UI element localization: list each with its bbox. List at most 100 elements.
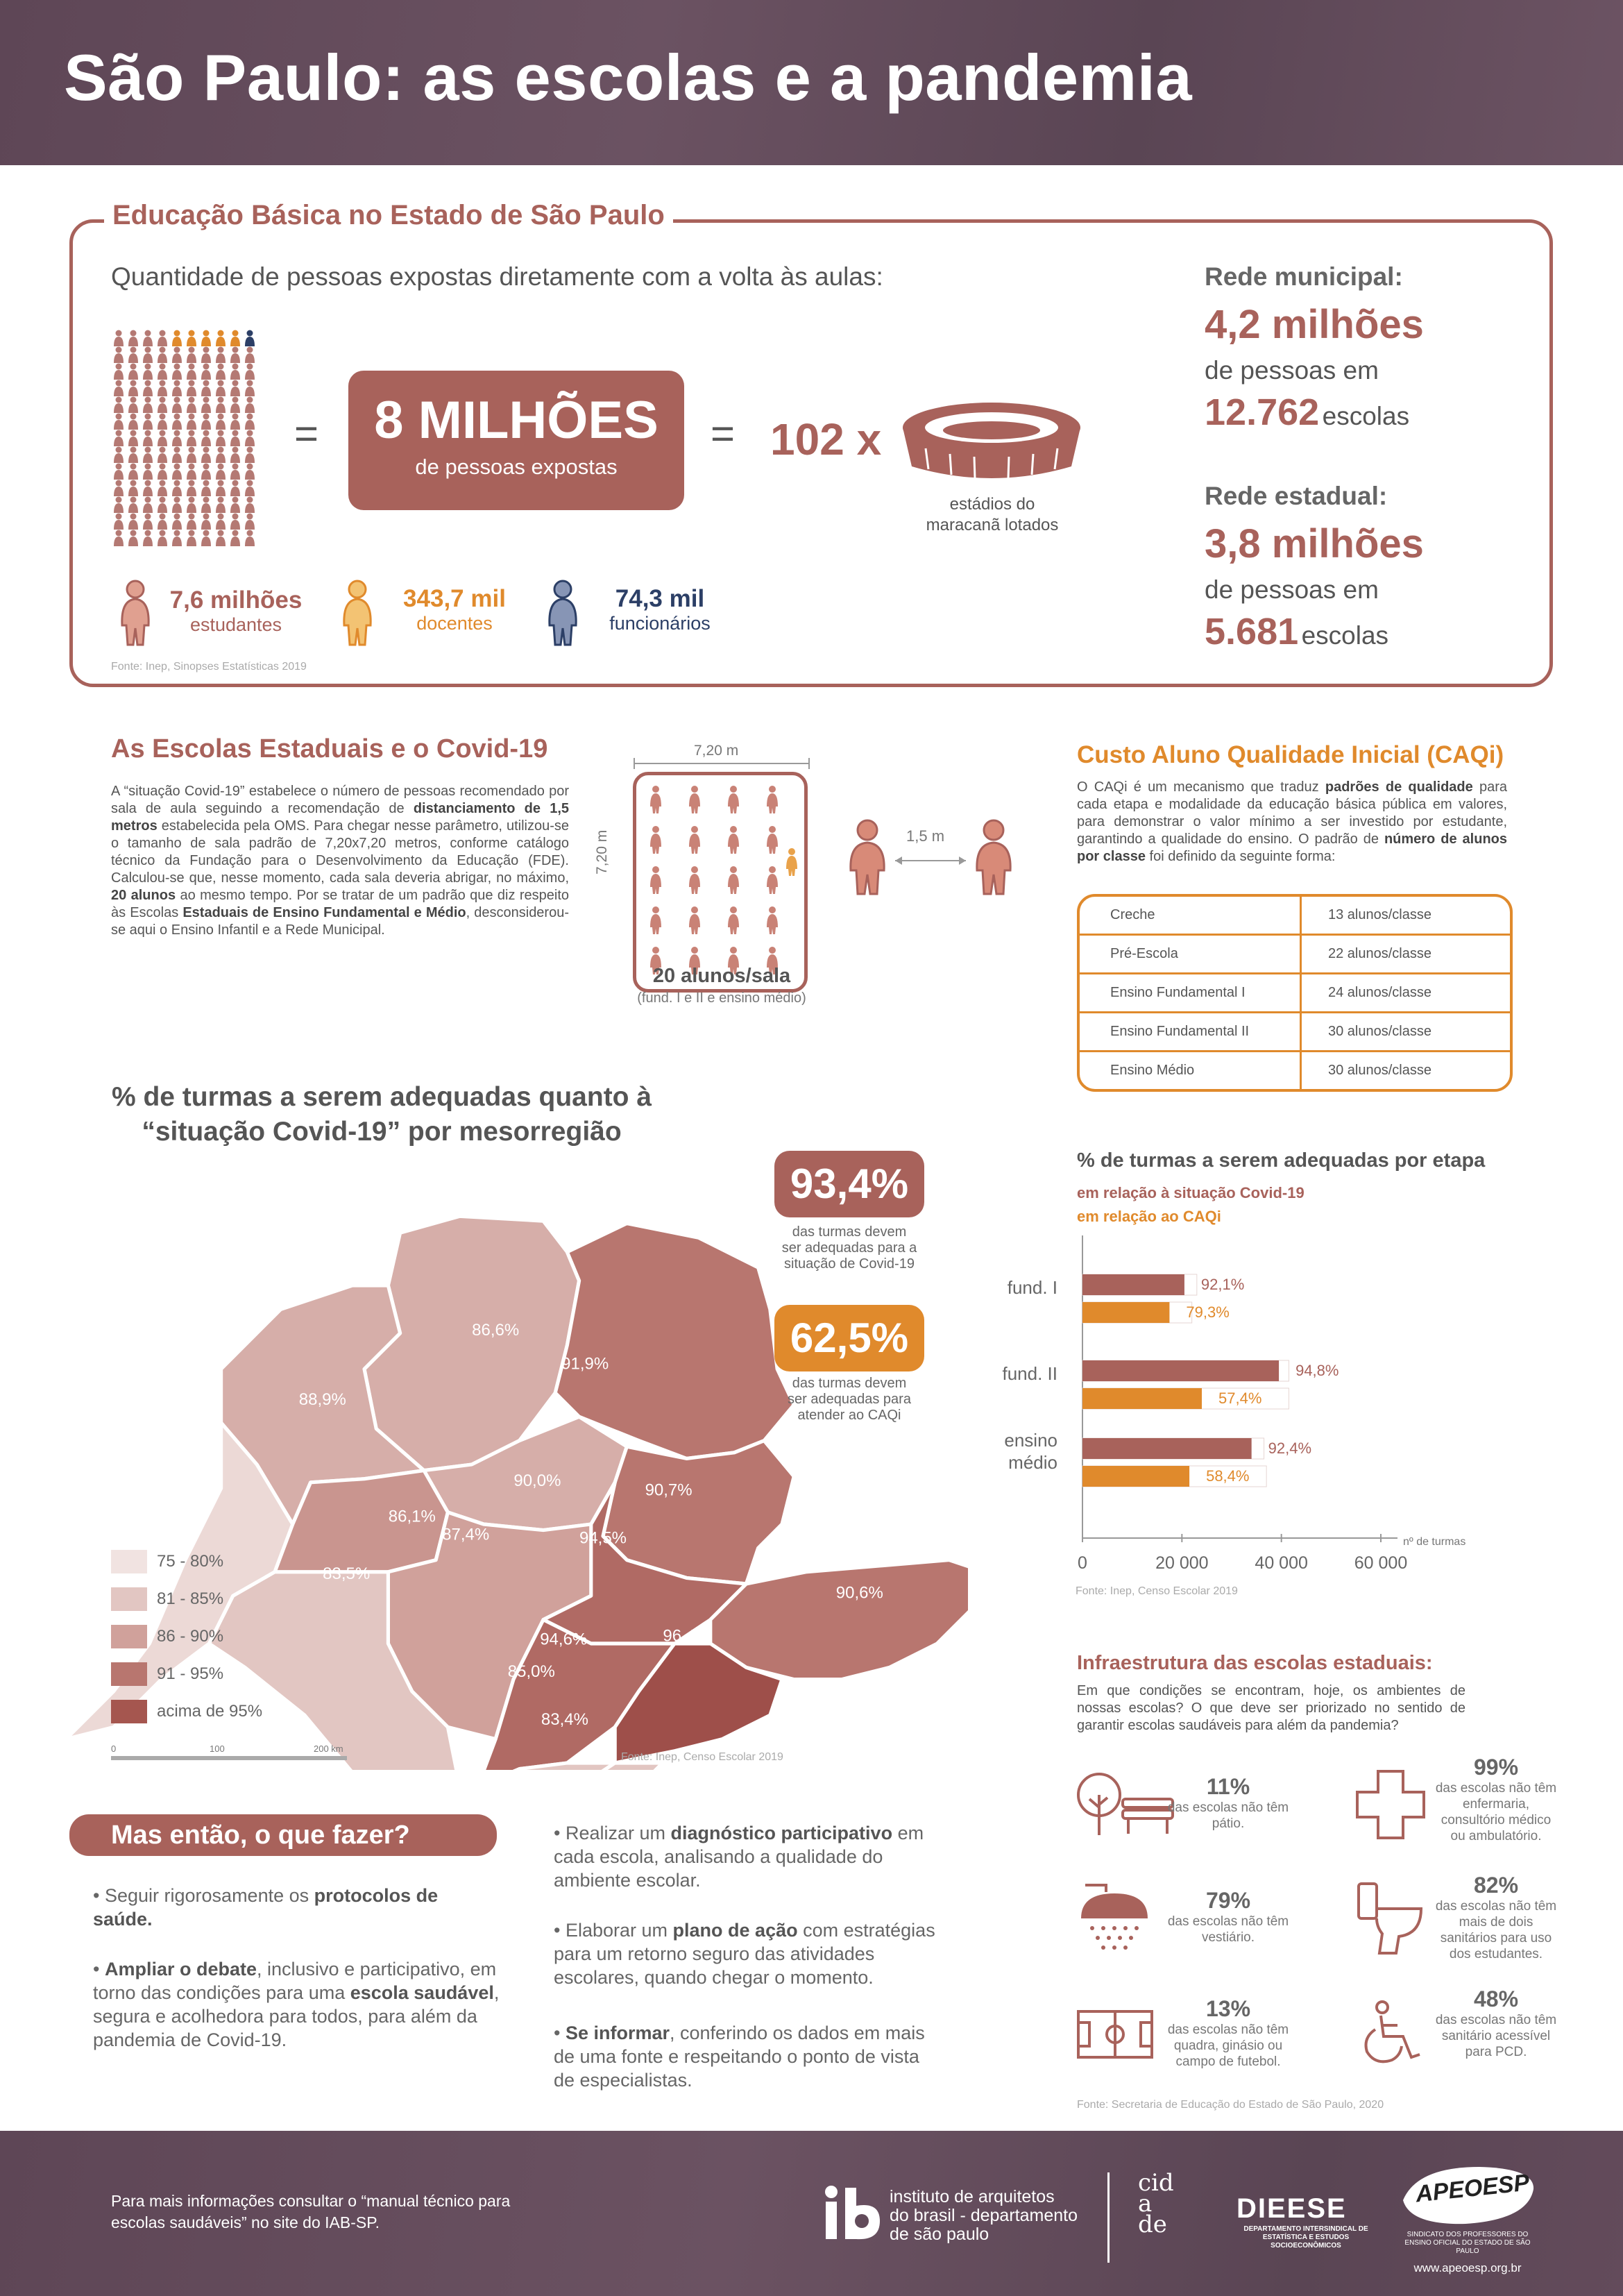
- person-icon: [143, 380, 153, 396]
- covid-stat-text-2: ser adequadas para a: [781, 1240, 917, 1256]
- infra-text-3: das escolas não têm vestiário.: [1167, 1914, 1289, 1945]
- caqi-p1-bold: padrões de qualidade: [1325, 779, 1473, 795]
- map-legend: 75 - 80% 81 - 85% 86 - 90% 91 - 95% acim…: [111, 1543, 262, 1730]
- covid-p4: , desconsiderou-se aqui o Ensino Infanti…: [111, 905, 569, 938]
- footer-banner: [0, 2131, 1623, 2296]
- student-icon: [767, 906, 778, 934]
- person-icon: [201, 463, 211, 480]
- person-icon: [216, 513, 226, 530]
- person-icon: [187, 413, 196, 430]
- covid-p1-bold: distanciamento de 1,5 metros: [111, 801, 569, 834]
- student-icon: [767, 866, 778, 894]
- staff-label: funcionários: [609, 613, 711, 634]
- footer-manual-link[interactable]: “manual técnico para escolas saudáveis”: [111, 2192, 511, 2231]
- iab-logo-text: instituto de arquitetos do brasil - depa…: [890, 2188, 1078, 2244]
- person-icon: [158, 513, 167, 530]
- person-icon: [172, 513, 182, 530]
- infra-intro: Em que condições se encontram, hoje, os …: [1077, 1683, 1465, 1733]
- stadium-icon: [903, 403, 1080, 479]
- student-icon: [767, 826, 778, 854]
- caqi-stat-text-2: ser adequadas para: [788, 1392, 911, 1407]
- infra-text-6: das escolas não têm sanitário acessível …: [1435, 2013, 1557, 2059]
- bullet-4-bold: plano de ação: [672, 1920, 798, 1941]
- stadium-caption-line1: estádios do: [949, 495, 1035, 514]
- person-icon: [114, 346, 124, 363]
- map-source: Fonte: Inep, Censo Escolar 2019: [621, 1751, 783, 1763]
- person-icon: [172, 396, 182, 413]
- stadium-caption-line2: maracanã lotados: [926, 516, 1059, 534]
- caqi-title: Custo Aluno Qualidade Inicial (CAQi): [1077, 741, 1504, 768]
- person-icon: [172, 430, 182, 446]
- person-icon: [143, 513, 153, 530]
- person-icon: [114, 480, 124, 496]
- region-85-0: [512, 1761, 617, 1770]
- person-icon: [172, 363, 182, 380]
- dieese-subtitle: DEPARTAMENTO INTERSINDICAL DE ESTATÍSTIC…: [1230, 2225, 1382, 2250]
- person-icon: [201, 513, 211, 530]
- infra-item-5: 13% das escolas não têm quadra, ginásio …: [1166, 1996, 1291, 2070]
- person-icon: [172, 463, 182, 480]
- classroom-students-icon: [650, 786, 797, 974]
- person-icon: [216, 463, 226, 480]
- teacher-figure-icon: [343, 580, 372, 646]
- iab-line2: do brasil - departamento: [890, 2206, 1078, 2225]
- person-icon: [230, 463, 240, 480]
- person-icon: [143, 496, 153, 513]
- person-icon: [216, 380, 226, 396]
- person-icon: [172, 346, 182, 363]
- person-icon: [216, 413, 226, 430]
- table-cell-stage: Creche: [1080, 897, 1302, 934]
- exposure-question: Quantidade de pessoas expostas diretamen…: [111, 262, 883, 291]
- state-title: Rede estadual:: [1205, 482, 1388, 510]
- person-icon: [230, 430, 240, 446]
- basic-education-box: [69, 219, 1553, 687]
- infra-pct-1: 11%: [1206, 1774, 1250, 1799]
- bullet-4-end: com estratégias para um retorno seguro d…: [554, 1920, 935, 1988]
- legend-label: 75 - 80%: [157, 1552, 224, 1571]
- bullet-3-end: em cada escola, analisando a qualidade d…: [554, 1823, 924, 1891]
- legend-label: acima de 95%: [157, 1702, 263, 1721]
- person-icon: [216, 363, 226, 380]
- person-icon: [158, 430, 167, 446]
- infra-pct-6: 48%: [1473, 1986, 1519, 2011]
- covid-paragraph: A “situação Covid-19” estabelece o númer…: [111, 783, 569, 939]
- person-icon: [230, 363, 240, 380]
- bar: [1082, 1302, 1170, 1323]
- table-cell-value: 13 alunos/classe: [1328, 907, 1431, 922]
- student-icon: [689, 826, 700, 854]
- table-cell-stage: Ensino Fundamental I: [1080, 974, 1302, 1011]
- wheelchair-icon: [1364, 2000, 1420, 2063]
- person-icon: [128, 496, 138, 513]
- distancing-icon: [849, 819, 1012, 895]
- shower-icon: [1081, 1884, 1148, 1950]
- legend-label: 91 - 95%: [157, 1664, 224, 1683]
- legend-label: 81 - 85%: [157, 1589, 224, 1608]
- x-tick-label: 0: [1078, 1553, 1087, 1573]
- category-label: médio: [1008, 1452, 1057, 1473]
- whatdo-bullet-4: • Elaborar um plano de ação com estratég…: [554, 1920, 935, 1988]
- legend-swatch: [111, 1662, 147, 1686]
- person-icon: [201, 363, 211, 380]
- person-icon: [172, 530, 182, 546]
- person-icon: [158, 496, 167, 513]
- caqi-stat-pill: 62,5%: [774, 1305, 924, 1371]
- room-caption-block: 20 alunos/sala (fund. I e II e ensino mé…: [624, 965, 819, 1006]
- table-cell-value: 30 alunos/classe: [1328, 1063, 1431, 1078]
- infra-text-4: das escolas não têm mais de dois sanitár…: [1435, 1899, 1557, 1961]
- covid-stat-value: 93,4%: [774, 1151, 924, 1217]
- apeoesp-url[interactable]: www.apeoesp.org.br: [1413, 2261, 1522, 2274]
- person-icon: [158, 480, 167, 496]
- student-icon: [650, 906, 661, 934]
- person-icon: [245, 380, 255, 396]
- dieese-sub-1: DEPARTAMENTO INTERSINDICAL DE: [1243, 2225, 1368, 2233]
- legend-item: acima de 95%: [111, 1693, 262, 1730]
- person-icon: [114, 330, 124, 346]
- person-icon: [187, 480, 196, 496]
- category-label: fund. II: [1003, 1363, 1058, 1384]
- bullet-2-bold-2: escola saudável: [350, 1982, 494, 2003]
- region-96-4: [613, 1641, 784, 1765]
- person-icon: [128, 463, 138, 480]
- infra-text-2: das escolas não têm enfermaria, consultó…: [1435, 1781, 1557, 1843]
- person-icon: [158, 346, 167, 363]
- person-icon: [172, 496, 182, 513]
